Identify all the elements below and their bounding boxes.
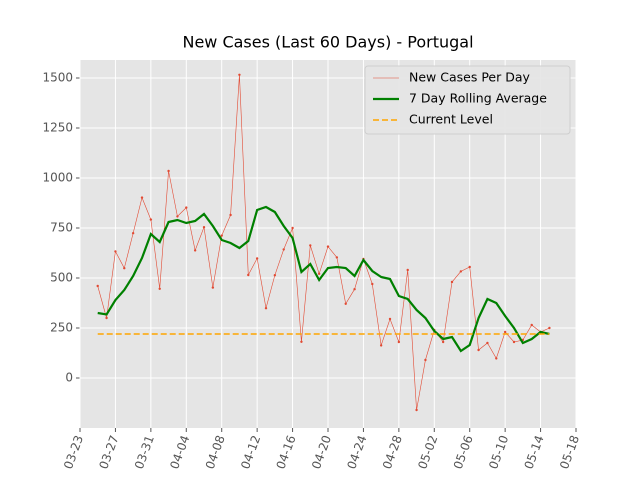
legend-label: Current Level <box>409 112 493 127</box>
legend-box <box>364 65 571 135</box>
y-tick-label: 1500 <box>42 71 73 85</box>
data-point <box>548 326 551 330</box>
data-point <box>96 284 99 288</box>
x-tick-label: 04-16 <box>274 433 299 471</box>
chart-title: New Cases (Last 60 Days) - Portugal <box>182 33 473 52</box>
data-point <box>238 73 241 77</box>
data-point <box>273 274 277 277</box>
legend-label: New Cases Per Day <box>409 70 530 85</box>
data-point <box>176 215 179 218</box>
data-point <box>468 265 471 269</box>
series-line <box>97 74 550 411</box>
x-tick-label: 04-20 <box>309 433 334 471</box>
x-tick-label: 05-02 <box>415 433 440 471</box>
x-tick-label: 04-04 <box>167 433 192 471</box>
data-point <box>193 249 197 252</box>
data-point <box>335 256 339 259</box>
data-point <box>202 226 206 229</box>
data-point <box>441 340 445 344</box>
data-point <box>406 268 409 272</box>
data-point <box>415 408 418 412</box>
data-point <box>379 344 383 347</box>
data-point <box>309 244 312 247</box>
y-tick-label: 250 <box>50 321 73 335</box>
x-tick-label: 04-28 <box>380 433 405 471</box>
data-point <box>149 218 153 221</box>
x-tick-label: 04-08 <box>203 433 228 471</box>
x-tick-label: 03-23 <box>61 433 86 471</box>
data-point <box>291 226 294 230</box>
data-point <box>211 286 215 289</box>
x-tick-label: 05-18 <box>557 433 582 471</box>
data-point <box>503 330 507 334</box>
data-point <box>229 213 232 217</box>
legend-label: 7 Day Rolling Average <box>409 91 547 106</box>
data-point <box>185 206 188 209</box>
data-point <box>326 245 330 248</box>
y-tick-label: 1250 <box>42 121 73 135</box>
data-point <box>131 232 135 235</box>
data-point <box>459 270 463 273</box>
data-point <box>140 196 144 199</box>
data-point <box>371 282 374 286</box>
data-point <box>495 357 498 360</box>
data-point <box>344 302 347 305</box>
data-point <box>397 340 401 344</box>
y-tick-label: 750 <box>50 221 73 235</box>
y-tick-label: 1000 <box>42 171 73 185</box>
y-tick-label: 500 <box>50 271 73 285</box>
data-point <box>220 234 223 237</box>
x-tick-label: 03-27 <box>96 433 121 471</box>
y-tick-label: 0 <box>65 371 73 385</box>
data-point <box>123 267 126 270</box>
data-point <box>450 280 454 284</box>
data-point <box>247 273 250 277</box>
data-point <box>114 250 117 253</box>
data-point <box>255 257 259 260</box>
x-tick-label: 03-31 <box>132 433 157 471</box>
x-tick-label: 05-06 <box>451 433 476 471</box>
x-tick-label: 05-14 <box>522 433 547 471</box>
data-point <box>530 323 533 327</box>
data-point <box>105 316 108 320</box>
data-point <box>300 340 303 343</box>
data-point <box>282 248 285 251</box>
x-tick-label: 05-10 <box>486 433 511 471</box>
data-point <box>424 358 427 362</box>
data-point <box>353 288 356 291</box>
data-point <box>317 272 321 275</box>
data-point <box>264 307 268 310</box>
data-point <box>167 169 170 173</box>
data-point <box>477 348 480 352</box>
data-point <box>158 287 161 290</box>
series-line <box>97 205 550 353</box>
x-tick-label: 04-12 <box>238 433 263 471</box>
data-point <box>486 341 489 345</box>
data-point <box>512 340 516 344</box>
x-tick-label: 04-24 <box>344 433 369 471</box>
data-point <box>388 317 392 321</box>
